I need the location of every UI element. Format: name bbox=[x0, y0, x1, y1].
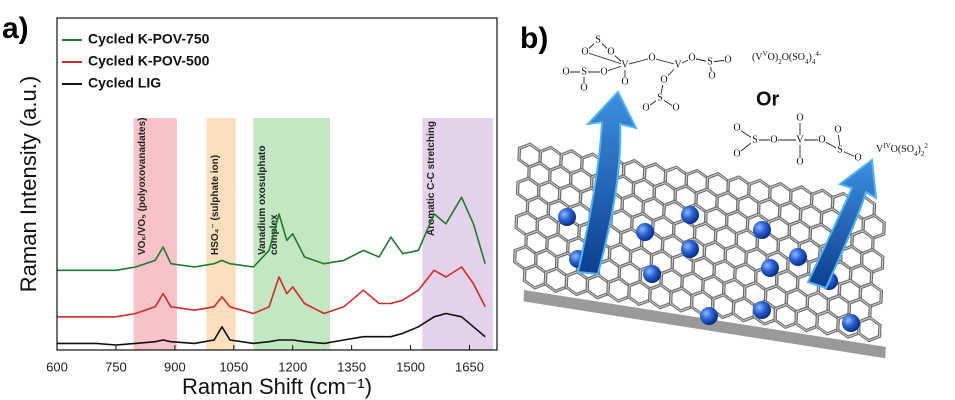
formula: (VVO)2O(SO4)44- bbox=[752, 50, 822, 66]
y-axis-label: Raman Intensity (a.u.) bbox=[16, 76, 41, 292]
panel-b: b)SOOVOVOSOOOSOOOOSOOOSOOVOOOSOO(VVO)2O(… bbox=[513, 22, 928, 358]
x-tick-label: 1350 bbox=[337, 359, 366, 374]
x-tick-label: 600 bbox=[46, 359, 68, 374]
atom-label: O bbox=[600, 66, 607, 77]
atom-label: S bbox=[752, 134, 758, 145]
legend-label: Cycled LIG bbox=[88, 75, 161, 91]
potassium-ion bbox=[681, 206, 699, 224]
atom-label: O bbox=[708, 70, 715, 81]
x-tick-label: 1200 bbox=[278, 359, 307, 374]
atom-label: S bbox=[581, 66, 587, 77]
legend-label: Cycled K-POV-500 bbox=[88, 53, 210, 69]
region-label: complex bbox=[269, 214, 280, 255]
hexagon bbox=[524, 264, 546, 290]
molecule: OSOOVOOOSOO bbox=[733, 112, 862, 167]
potassium-ion bbox=[789, 248, 807, 266]
hexagon bbox=[817, 310, 839, 336]
hexagon bbox=[860, 282, 882, 308]
x-tick-label: 750 bbox=[105, 359, 127, 374]
atom-label: O bbox=[621, 76, 628, 87]
hexagon bbox=[670, 287, 692, 313]
panel-label: b) bbox=[520, 22, 548, 55]
hexagon bbox=[775, 303, 797, 329]
atom-label: O bbox=[672, 102, 679, 113]
potassium-ion bbox=[753, 221, 771, 239]
atom-label: S bbox=[707, 56, 713, 67]
formula-part: O(SO bbox=[891, 144, 914, 155]
potassium-ion bbox=[558, 208, 576, 226]
bond bbox=[585, 52, 625, 65]
x-tick-label: 1050 bbox=[219, 359, 248, 374]
atom-label: S bbox=[657, 92, 663, 103]
potassium-ion bbox=[753, 301, 771, 319]
x-tick-label: 1500 bbox=[396, 359, 425, 374]
atom-label: O bbox=[796, 156, 803, 167]
panel-label: a) bbox=[2, 12, 29, 45]
potassium-ion bbox=[842, 314, 860, 332]
potassium-ion bbox=[681, 240, 699, 258]
atom-label: O bbox=[733, 148, 740, 159]
atom-label: O bbox=[724, 54, 731, 65]
hexagon bbox=[863, 214, 885, 240]
region-label: HSO₄⁻ (sulphate ion) bbox=[210, 155, 221, 255]
hexagon bbox=[608, 277, 630, 303]
formula-part: IV bbox=[883, 142, 890, 150]
hexagon bbox=[629, 280, 651, 306]
hexagon bbox=[861, 248, 883, 274]
hexagon bbox=[649, 283, 671, 309]
x-tick-label: 900 bbox=[164, 359, 186, 374]
formula: VIVO(SO4)22 bbox=[876, 142, 928, 158]
atom-label: O bbox=[818, 134, 825, 145]
region-label: VO₆/VO₅ (polyoxovanadates) bbox=[137, 118, 148, 256]
x-tick-label: 1650 bbox=[455, 359, 484, 374]
potassium-ion bbox=[643, 265, 661, 283]
formula-part: O(SO bbox=[782, 52, 805, 63]
atom-label: O bbox=[796, 112, 803, 123]
figure: a) VO₆/VO₅ (polyoxovanadates) HSO₄⁻ (sulph… bbox=[0, 0, 955, 400]
atom-label: S bbox=[595, 34, 601, 45]
x-axis-label: Raman Shift (cm⁻¹) bbox=[182, 374, 372, 399]
atom-label: V bbox=[621, 59, 629, 70]
atom-label: O bbox=[562, 66, 569, 77]
formula-part: 4- bbox=[815, 50, 822, 58]
panel-a: a) VO₆/VO₅ (polyoxovanadates) HSO₄⁻ (sulph… bbox=[2, 12, 497, 399]
hexagon bbox=[587, 273, 609, 299]
region-label: Vanadium oxosulphato bbox=[257, 146, 268, 255]
hexagon bbox=[733, 296, 755, 322]
atom-label: O bbox=[854, 152, 861, 163]
atom-label: O bbox=[834, 124, 841, 135]
atom-label: O bbox=[581, 46, 588, 57]
hexagon bbox=[796, 306, 818, 332]
connector-label: Or bbox=[756, 88, 780, 110]
atom-label: O bbox=[642, 102, 649, 113]
atom-label: O bbox=[580, 82, 587, 93]
atom-label: O bbox=[770, 134, 777, 145]
hexagon bbox=[566, 270, 588, 296]
atom-label: O bbox=[607, 46, 614, 57]
formula-part: 2 bbox=[924, 142, 928, 150]
atom-label: V bbox=[674, 59, 682, 70]
formula-part: O) bbox=[768, 52, 779, 63]
formula-part: 4 bbox=[812, 58, 816, 66]
formula-part: 2 bbox=[921, 150, 925, 158]
atom-label: V bbox=[796, 134, 804, 145]
atom-label: S bbox=[837, 144, 843, 155]
atom-label: O bbox=[660, 74, 667, 85]
hexagon bbox=[545, 267, 567, 293]
legend-label: Cycled K-POV-750 bbox=[88, 31, 210, 47]
atom-label: O bbox=[688, 52, 695, 63]
atom-label: O bbox=[733, 122, 740, 133]
potassium-ion bbox=[761, 259, 779, 277]
potassium-ion bbox=[636, 223, 654, 241]
potassium-ion bbox=[700, 307, 718, 325]
hexagon bbox=[858, 316, 880, 342]
atom-label: O bbox=[648, 52, 655, 63]
